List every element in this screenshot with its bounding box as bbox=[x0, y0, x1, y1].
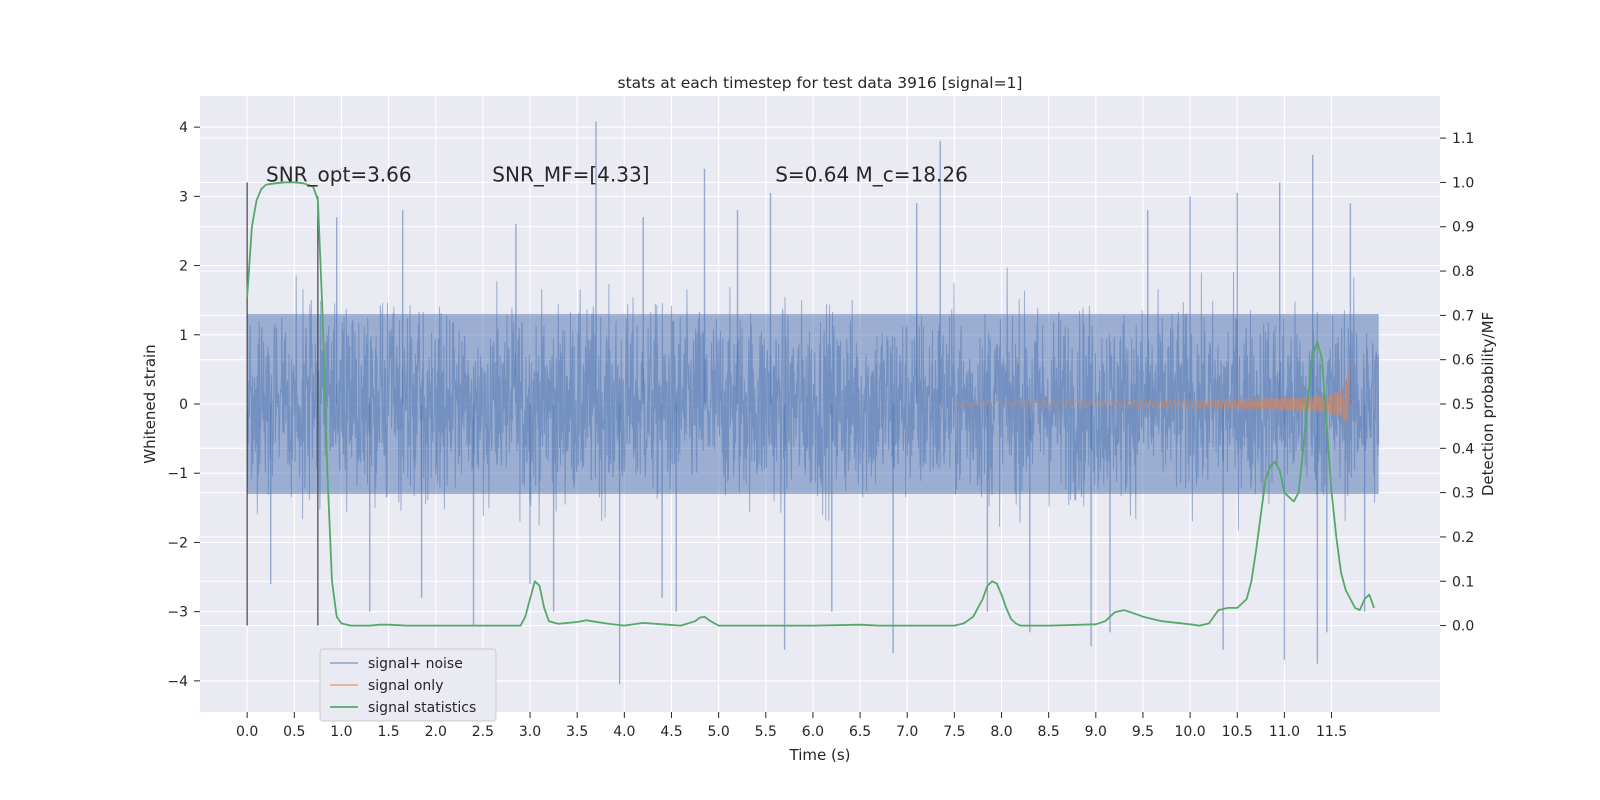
legend-box bbox=[319, 648, 497, 722]
y2-axis-label: Detection probability/MF bbox=[1479, 312, 1497, 496]
signal-statistics-layer bbox=[246, 181, 1375, 627]
x-tick-label: 5.0 bbox=[707, 724, 729, 740]
y2-tick-label: 0.1 bbox=[1452, 574, 1474, 590]
y-tick-label: −3 bbox=[167, 605, 188, 621]
x-tick-label: 5.5 bbox=[755, 724, 777, 740]
y2-tick-label: 0.3 bbox=[1452, 486, 1474, 502]
y-tick-label: 3 bbox=[179, 189, 188, 205]
x-tick-label: 10.0 bbox=[1175, 724, 1206, 740]
x-tick-label: 9.5 bbox=[1132, 724, 1154, 740]
x-tick-label: 11.5 bbox=[1316, 724, 1347, 740]
y-tick-label: −4 bbox=[167, 674, 188, 690]
y-tick-label: 4 bbox=[179, 120, 188, 136]
legend: signal+ noise signal only signal statist… bbox=[319, 648, 497, 722]
annotation-snr-mf: SNR_MF=[4.33] bbox=[492, 162, 649, 186]
y2-tick-label: 0.2 bbox=[1452, 530, 1474, 546]
y2-tick-labels: 1.1 1.0 0.9 0.8 0.7 0.6 0.5 0.4 0.3 0.2 0.1 0.0 bbox=[1440, 131, 1474, 635]
legend-label-signal: signal only bbox=[368, 678, 443, 694]
x-tick-label: 10.5 bbox=[1222, 724, 1253, 740]
x-tick-label: 4.5 bbox=[660, 724, 682, 740]
x-tick-label: 1.0 bbox=[330, 724, 352, 740]
x-tick-label: 6.0 bbox=[802, 724, 824, 740]
x-tick-label: 0.0 bbox=[236, 724, 258, 740]
y2-tick-label: 0.7 bbox=[1452, 308, 1474, 324]
x-tick-label: 4.0 bbox=[613, 724, 635, 740]
x-tick-label: 9.0 bbox=[1085, 724, 1107, 740]
y2-tick-label: 0.6 bbox=[1452, 353, 1474, 369]
x-axis-label: Time (s) bbox=[789, 746, 851, 764]
y2-tick-label: 0.0 bbox=[1452, 619, 1474, 635]
y-tick-label: −2 bbox=[167, 535, 188, 551]
x-tick-label: 7.0 bbox=[896, 724, 918, 740]
y-tick-label: 2 bbox=[179, 259, 188, 275]
y2-tick-label: 0.5 bbox=[1452, 397, 1474, 413]
signal-statistics-line bbox=[246, 181, 1375, 627]
x-tick-label: 2.0 bbox=[425, 724, 447, 740]
y2-tick-label: 0.4 bbox=[1452, 441, 1474, 457]
y2-tick-label: 0.9 bbox=[1452, 220, 1474, 236]
y2-tick-label: 0.8 bbox=[1452, 264, 1474, 280]
y-tick-labels: 4 3 2 1 0 −1 −2 −3 −4 bbox=[167, 120, 200, 690]
annotation-snr-opt: SNR_opt=3.66 bbox=[266, 162, 412, 186]
x-tick-label: 2.5 bbox=[472, 724, 494, 740]
chart-title: stats at each timestep for test data 391… bbox=[618, 74, 1023, 92]
noise-peaks bbox=[270, 121, 1366, 685]
x-tick-label: 8.5 bbox=[1038, 724, 1060, 740]
x-tick-label: 6.5 bbox=[849, 724, 871, 740]
y-axis-label: Whitened strain bbox=[141, 344, 159, 463]
x-tick-label: 7.5 bbox=[943, 724, 965, 740]
x-tick-labels: 0.0 0.5 1.0 1.5 2.0 2.5 3.0 3.5 4.0 4.5 5.0 5.5 6.0 6… bbox=[236, 712, 1347, 740]
legend-label-noise: signal+ noise bbox=[368, 656, 463, 672]
x-tick-label: 0.5 bbox=[283, 724, 305, 740]
annotation-s-mc: S=0.64 M_c=18.26 bbox=[775, 162, 968, 186]
noise-series-line bbox=[246, 267, 1380, 531]
x-tick-label: 8.0 bbox=[990, 724, 1012, 740]
y2-tick-label: 1.0 bbox=[1452, 175, 1474, 191]
y-tick-label: 1 bbox=[179, 328, 188, 344]
x-tick-label: 1.5 bbox=[377, 724, 399, 740]
signal-only-line bbox=[954, 360, 1356, 426]
y-tick-label: 0 bbox=[179, 397, 188, 413]
y2-tick-label: 1.1 bbox=[1452, 131, 1474, 147]
legend-label-stats: signal statistics bbox=[368, 700, 476, 716]
signal-only-layer bbox=[954, 360, 1356, 426]
vertical-lines bbox=[246, 182, 319, 626]
y-tick-label: −1 bbox=[167, 466, 188, 482]
x-tick-label: 3.0 bbox=[519, 724, 541, 740]
x-tick-label: 3.5 bbox=[566, 724, 588, 740]
x-tick-label: 11.0 bbox=[1269, 724, 1300, 740]
